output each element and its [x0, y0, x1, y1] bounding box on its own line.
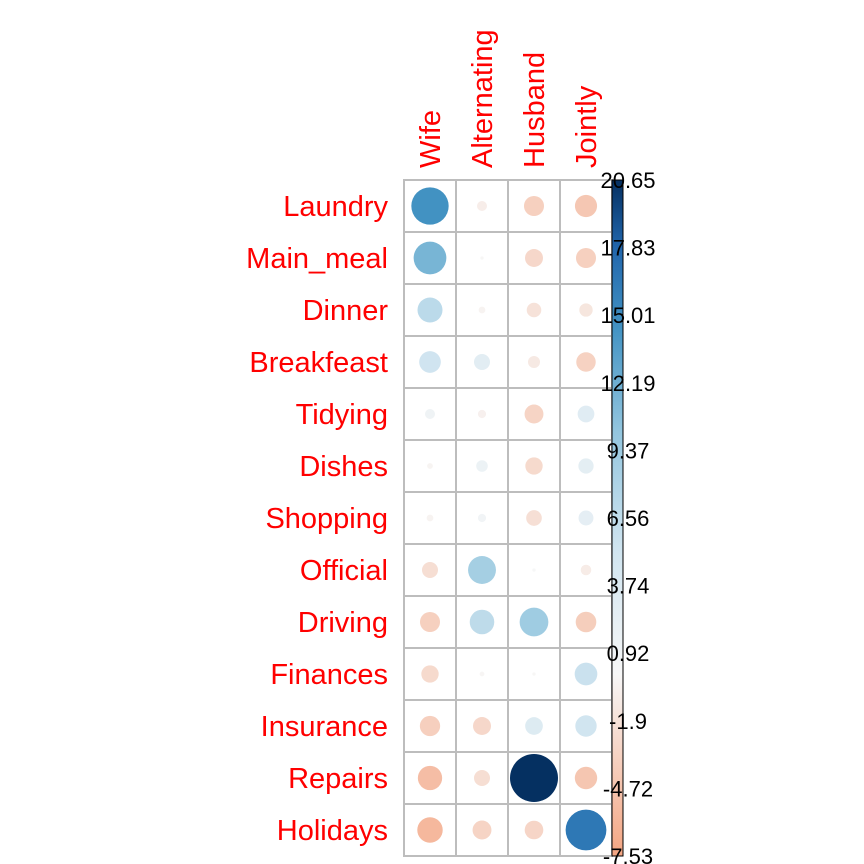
correlation-circle: [426, 514, 434, 522]
correlation-circle: [579, 303, 593, 317]
correlation-circle: [476, 460, 488, 472]
correlation-circle: [477, 409, 487, 419]
correlation-circle: [417, 817, 443, 843]
correlation-circle: [525, 457, 543, 475]
grid: [403, 179, 613, 857]
color-legend: 20.65 17.83 15.01 12.19 9.37 6.56 3.74 0.92 -1.9…: [600, 168, 655, 864]
correlation-circle: [421, 561, 439, 579]
row-label: Laundry: [283, 191, 388, 223]
correlation-circle: [472, 820, 492, 840]
legend-tick-label: -1.9: [609, 709, 647, 734]
correlation-circle: [473, 353, 491, 371]
correlation-circle: [577, 405, 595, 423]
correlation-circle: [421, 665, 439, 683]
correlation-circle: [419, 611, 441, 633]
correlation-circle: [525, 249, 543, 267]
correlation-circle: [576, 352, 596, 372]
legend-colorbar: [611, 179, 624, 857]
row-label: Main_meal: [246, 243, 388, 275]
correlation-circle: [411, 187, 449, 225]
correlation-circle: [575, 611, 597, 633]
correlation-circle: [419, 715, 441, 737]
correlation-circle: [574, 662, 598, 686]
circles: [411, 187, 607, 851]
row-label: Insurance: [261, 711, 388, 743]
row-label: Shopping: [265, 503, 388, 535]
legend-tick-label: 0.92: [607, 641, 650, 666]
correlation-circle: [427, 463, 433, 469]
correlation-circle: [580, 564, 592, 576]
legend-tick-label: -4.72: [603, 776, 653, 801]
legend-tick-label: 6.56: [607, 506, 650, 531]
correlation-circle: [565, 809, 607, 851]
correlation-circle: [468, 556, 496, 584]
legend-tick-label: -7.53: [603, 844, 653, 864]
correlation-circle: [480, 256, 484, 260]
correlation-circle: [523, 195, 545, 217]
correlation-circle: [526, 510, 542, 526]
row-label: Dinner: [303, 295, 389, 327]
row-label: Tidying: [296, 399, 388, 431]
correlation-circle: [417, 297, 443, 323]
correlation-circle: [478, 306, 486, 314]
correlation-circle: [524, 820, 544, 840]
correlation-circle: [473, 717, 491, 735]
correlation-circle: [477, 513, 487, 523]
legend-tick-label: 12.19: [600, 371, 655, 396]
legend-tick-label: 15.01: [600, 303, 655, 328]
row-label: Driving: [298, 607, 388, 639]
correlation-circle: [574, 766, 598, 790]
correlation-circle: [575, 247, 597, 269]
legend-tick-label: 20.65: [600, 168, 655, 193]
column-label: Jointly: [571, 85, 603, 168]
column-label: Wife: [415, 110, 447, 168]
correlation-circle: [473, 769, 491, 787]
correlation-circle: [524, 404, 544, 424]
correlation-circle: [532, 568, 536, 572]
legend-tick-label: 3.74: [607, 574, 650, 599]
correlation-circle: [417, 765, 443, 791]
row-label: Repairs: [288, 763, 388, 795]
legend-tick-label: 17.83: [600, 236, 655, 261]
correlation-circle: [510, 754, 558, 802]
correlation-circle: [469, 609, 495, 635]
correlation-circle: [578, 458, 594, 474]
correlation-circle: [476, 200, 488, 212]
correlation-circle: [578, 510, 594, 526]
column-label: Alternating: [467, 29, 499, 168]
correlation-circle: [526, 302, 542, 318]
correlation-circle: [575, 715, 597, 737]
row-label: Official: [300, 555, 388, 587]
row-label: Holidays: [277, 815, 388, 847]
column-labels: Wife Alternating Husband Jointly: [415, 29, 603, 168]
row-label: Breakfeast: [249, 347, 388, 379]
correlation-circle: [525, 717, 543, 735]
legend-tick-label: 9.37: [607, 438, 650, 463]
correlation-circle: [527, 355, 541, 369]
correlation-circle: [424, 408, 436, 420]
column-label: Husband: [519, 52, 551, 168]
row-labels: Laundry Main_meal Dinner Breakfeast Tidying D…: [246, 191, 388, 847]
row-label: Finances: [270, 659, 388, 691]
correlation-circle: [419, 351, 441, 373]
correlation-circle: [519, 607, 549, 637]
row-label: Dishes: [299, 451, 388, 483]
correlation-circle: [413, 241, 447, 275]
correlation-circle: [479, 671, 485, 677]
correlation-circle: [574, 194, 598, 218]
correlation-circle: [532, 672, 536, 676]
